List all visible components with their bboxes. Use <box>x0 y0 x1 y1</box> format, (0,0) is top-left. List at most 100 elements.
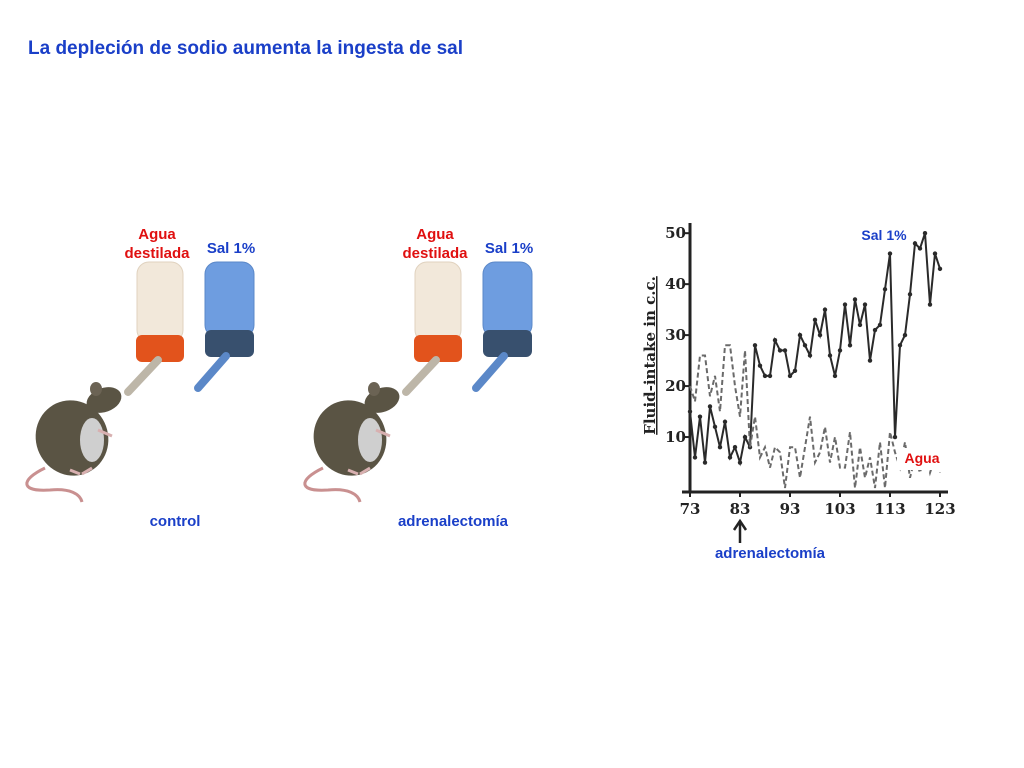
series-point <box>817 332 823 338</box>
series-point <box>802 343 808 348</box>
series-point <box>722 419 728 424</box>
series-point <box>892 434 898 440</box>
annotation-label: adrenalectomía <box>715 545 826 562</box>
rat-tail <box>303 466 362 503</box>
salt-label: Sal 1% <box>484 240 534 257</box>
water-label: Agua destilada <box>124 226 190 262</box>
series-point <box>767 373 773 379</box>
y-axis-label: Fluid-intake in c.c. <box>641 276 659 435</box>
x-tick-label: 93 <box>780 500 801 518</box>
rat-belly <box>80 418 104 462</box>
series-point <box>867 358 873 363</box>
rat-tail <box>25 466 84 503</box>
rat-feet <box>347 428 391 476</box>
series-point <box>837 348 843 353</box>
series-point <box>862 302 868 307</box>
x-tick-label: 103 <box>824 500 855 518</box>
series-point <box>922 230 928 236</box>
x-tick-label: 123 <box>924 500 955 518</box>
salt-bottle <box>482 261 533 338</box>
series-point <box>797 332 803 338</box>
x-tick-label: 113 <box>874 500 905 518</box>
series-point <box>847 343 853 348</box>
water-bottle <box>414 261 462 343</box>
salt-label: Sal 1% <box>206 240 256 257</box>
series-point <box>717 445 723 450</box>
series-point <box>812 317 818 323</box>
series-point <box>932 251 938 256</box>
salt-cap <box>483 330 532 357</box>
x-tick-label: 83 <box>730 500 751 518</box>
series-point <box>832 373 838 379</box>
series-point <box>697 414 703 419</box>
series-point <box>782 348 788 353</box>
annotation-arrowhead <box>732 518 748 531</box>
rat-feet <box>69 428 113 476</box>
series-point <box>842 302 848 307</box>
series-label: Agua <box>905 450 940 466</box>
series-point <box>772 338 778 343</box>
y-tick-label: 50 <box>665 224 686 242</box>
series-point <box>852 297 858 302</box>
series-point <box>897 343 903 348</box>
series-point <box>702 460 708 465</box>
series-point <box>712 424 718 430</box>
series-point <box>752 343 758 348</box>
panel-illustration <box>25 261 255 503</box>
series-point <box>877 322 883 328</box>
series-point <box>687 409 693 414</box>
series-point <box>912 241 918 246</box>
series-point <box>917 246 923 251</box>
series-point <box>857 322 863 328</box>
series-point <box>737 460 743 465</box>
panel-caption: control <box>149 513 201 530</box>
rat-ear <box>368 382 380 396</box>
water-bottle <box>136 261 184 343</box>
salt-spout <box>472 352 508 392</box>
series-point <box>742 434 748 440</box>
y-tick-label: 30 <box>665 326 686 344</box>
y-tick-label: 20 <box>665 377 686 395</box>
slide-title: La depleción de sodio aumenta la ingesta… <box>28 38 464 59</box>
series-point <box>757 363 763 368</box>
salt-bottle <box>204 261 255 338</box>
rat-belly <box>358 418 382 462</box>
water-cap <box>414 335 462 362</box>
series-point <box>787 373 793 379</box>
series-point <box>927 302 933 307</box>
series-point <box>902 332 908 338</box>
rat-ear <box>90 382 102 396</box>
series-point <box>732 445 738 450</box>
series-point <box>707 404 713 409</box>
series-point <box>822 307 828 312</box>
y-tick-label: 10 <box>665 428 686 446</box>
panel-illustration <box>303 261 533 503</box>
series-point <box>937 266 943 272</box>
y-tick-label: 40 <box>665 275 686 293</box>
series-label: Sal 1% <box>861 227 907 243</box>
water-spout <box>124 356 162 396</box>
series-point <box>777 348 783 353</box>
series-point <box>882 287 888 292</box>
series-point <box>872 327 878 333</box>
panel-caption: adrenalectomía <box>397 513 509 530</box>
series-point <box>762 373 768 379</box>
salt-cap <box>205 330 254 357</box>
water-cap <box>136 335 184 362</box>
series-point <box>692 455 698 460</box>
series-line <box>689 344 941 489</box>
salt-spout <box>194 352 230 392</box>
series-point <box>727 455 733 460</box>
series-point <box>792 368 798 373</box>
water-spout <box>402 356 440 396</box>
series-point <box>827 353 833 358</box>
x-tick-label: 73 <box>680 500 701 518</box>
series-point <box>807 353 813 358</box>
series-line <box>689 232 941 467</box>
water-label: Agua destilada <box>402 226 468 262</box>
label-bg <box>897 448 947 470</box>
series-point <box>907 292 913 297</box>
series-point <box>887 251 893 256</box>
